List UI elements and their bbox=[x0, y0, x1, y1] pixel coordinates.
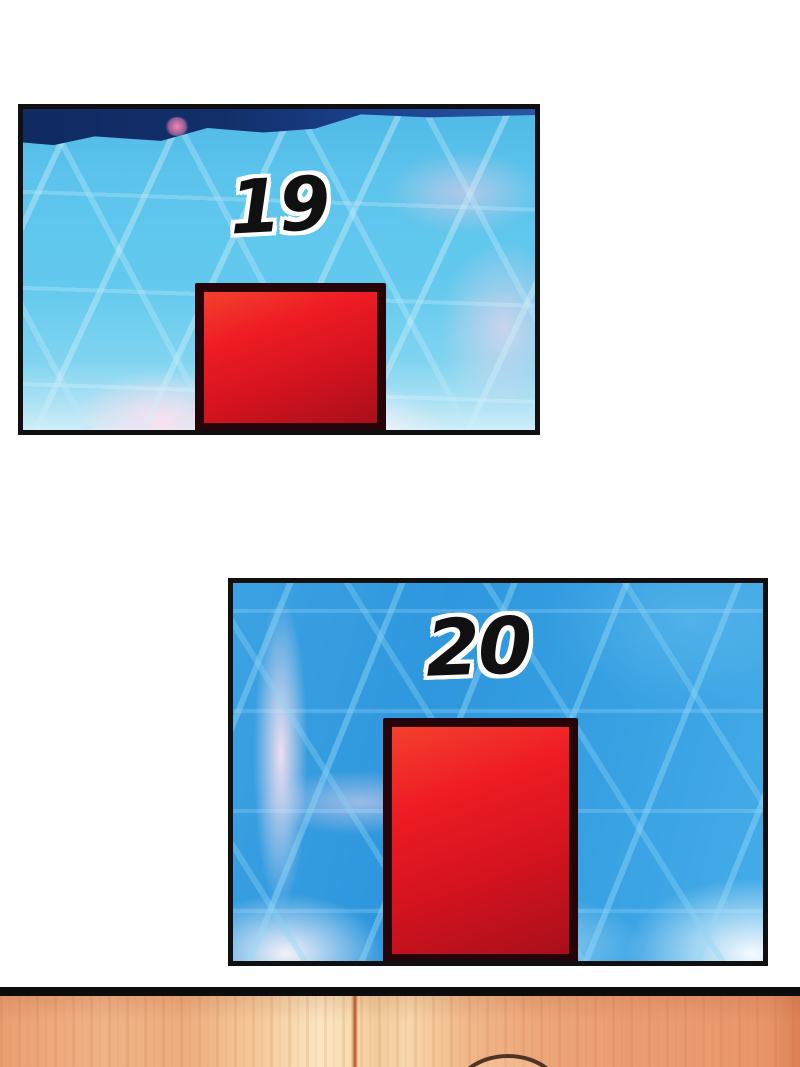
wood-grain-overlay bbox=[0, 996, 800, 1067]
comic-panel-door bbox=[0, 987, 800, 1067]
wood-door-background bbox=[0, 996, 800, 1067]
door-seam-line bbox=[351, 996, 358, 1067]
comic-panel-19: 19 bbox=[18, 104, 540, 435]
comic-panel-20: 20 bbox=[228, 578, 768, 966]
red-starting-block bbox=[195, 283, 386, 430]
red-starting-block bbox=[383, 718, 578, 961]
pink-glint bbox=[165, 117, 189, 136]
